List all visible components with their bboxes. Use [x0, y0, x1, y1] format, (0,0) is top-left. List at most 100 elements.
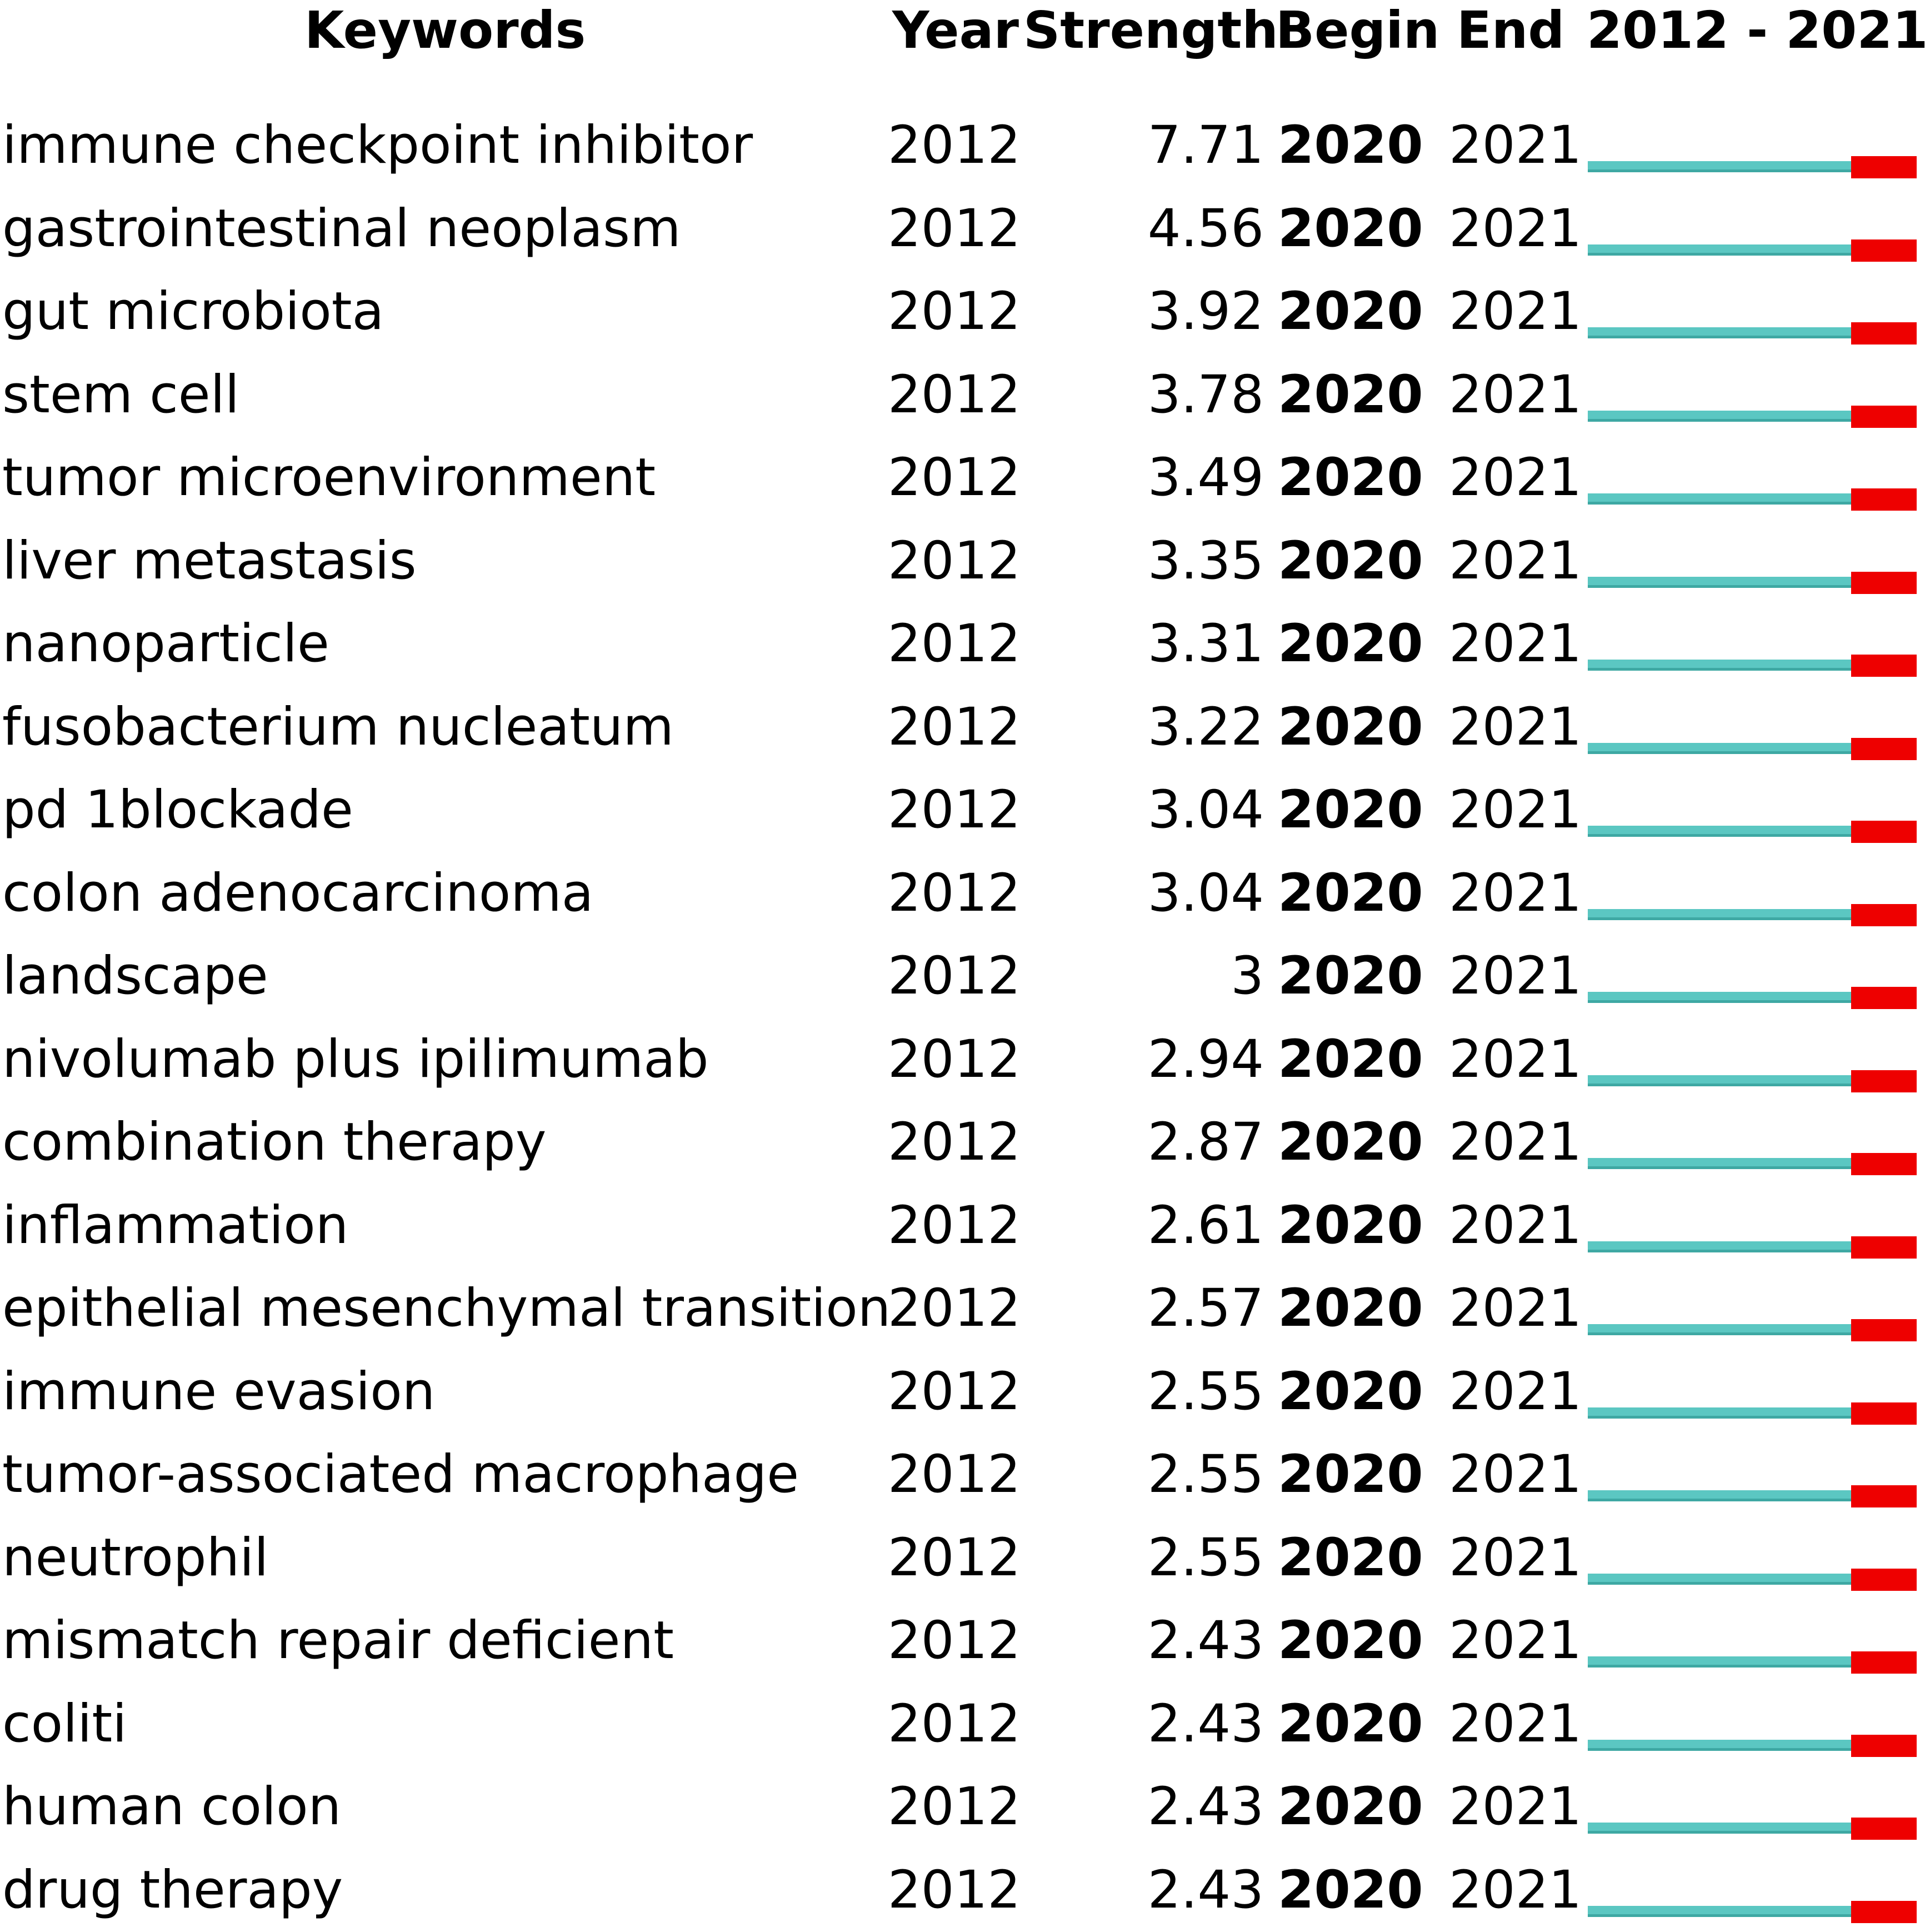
burst-begin-value: 2020 — [1278, 1278, 1423, 1339]
burst-timeline — [1588, 520, 1917, 603]
keyword-label: drug therapy — [2, 1860, 343, 1920]
baseline-segment — [1588, 411, 1851, 422]
first-year-value: 2012 — [888, 613, 1021, 674]
keyword-label: tumor-associated macrophage — [2, 1444, 799, 1505]
burst-timeline — [1588, 852, 1917, 935]
burst-strength-value: 2.55 — [1147, 1444, 1264, 1505]
burst-timeline — [1588, 1599, 1917, 1683]
burst-segment — [1851, 156, 1917, 178]
burst-end-value: 2021 — [1449, 697, 1582, 757]
burst-timeline — [1588, 1101, 1917, 1184]
burst-end-value: 2021 — [1449, 1694, 1582, 1754]
baseline-segment — [1588, 1740, 1851, 1751]
burst-timeline — [1588, 935, 1917, 1018]
burst-segment — [1851, 1236, 1917, 1259]
burst-begin-value: 2020 — [1278, 613, 1423, 674]
table-row: nanoparticle 2012 3.31 2020 2021 — [0, 602, 1925, 686]
table-row: drug therapy 2012 2.43 2020 2021 — [0, 1849, 1925, 1932]
burst-begin-value: 2020 — [1278, 780, 1423, 840]
burst-begin-value: 2020 — [1278, 198, 1423, 259]
baseline-segment — [1588, 327, 1851, 338]
burst-strength-value: 3.04 — [1147, 863, 1264, 923]
table-row: gastrointestinal neoplasm 2012 4.56 2020 202… — [0, 187, 1925, 271]
burst-timeline — [1588, 1018, 1917, 1101]
burst-strength-value: 2.55 — [1147, 1527, 1264, 1588]
keyword-label: colon adenocarcinoma — [2, 863, 594, 923]
burst-end-value: 2021 — [1449, 281, 1582, 342]
burst-end-value: 2021 — [1449, 1112, 1582, 1172]
table-row: neutrophil 2012 2.55 2020 2021 — [0, 1516, 1925, 1600]
burst-segment — [1851, 1651, 1917, 1674]
burst-end-value: 2021 — [1449, 1444, 1582, 1505]
keyword-label: coliti — [2, 1694, 127, 1754]
table-row: tumor microenvironment 2012 3.49 2020 2021 — [0, 436, 1925, 520]
burst-strength-value: 2.55 — [1147, 1361, 1264, 1422]
burst-end-value: 2021 — [1449, 613, 1582, 674]
baseline-segment — [1588, 1574, 1851, 1585]
burst-end-value: 2021 — [1449, 1278, 1582, 1339]
burst-segment — [1851, 987, 1917, 1009]
table-row: immune evasion 2012 2.55 2020 2021 — [0, 1350, 1925, 1434]
burst-begin-value: 2020 — [1278, 1112, 1423, 1172]
burst-strength-value: 2.61 — [1147, 1195, 1264, 1256]
first-year-value: 2012 — [888, 1776, 1021, 1837]
table-row: colon adenocarcinoma 2012 3.04 2020 2021 — [0, 852, 1925, 935]
burst-timeline — [1588, 1683, 1917, 1766]
first-year-value: 2012 — [888, 697, 1021, 757]
burst-begin-value: 2020 — [1278, 1444, 1423, 1505]
burst-segment — [1851, 1070, 1917, 1092]
burst-segment — [1851, 1818, 1917, 1840]
burst-strength-value: 3.92 — [1147, 281, 1264, 342]
table-row: mismatch repair deficient 2012 2.43 2020 202… — [0, 1599, 1925, 1683]
burst-timeline — [1588, 1765, 1917, 1849]
table-row: gut microbiota 2012 3.92 2020 2021 — [0, 270, 1925, 353]
burst-segment — [1851, 655, 1917, 677]
burst-begin-value: 2020 — [1278, 1860, 1423, 1920]
burst-begin-value: 2020 — [1278, 115, 1423, 176]
burst-segment — [1851, 572, 1917, 594]
burst-strength-value: 7.71 — [1147, 115, 1264, 176]
first-year-value: 2012 — [888, 1694, 1021, 1754]
burst-timeline — [1588, 187, 1917, 271]
burst-timeline — [1588, 104, 1917, 187]
burst-segment — [1851, 1319, 1917, 1341]
baseline-segment — [1588, 1241, 1851, 1252]
first-year-value: 2012 — [888, 1610, 1021, 1671]
burst-segment — [1851, 1485, 1917, 1507]
table-row: immune checkpoint inhibitor 2012 7.71 2020 2… — [0, 104, 1925, 187]
burst-strength-value: 2.43 — [1147, 1860, 1264, 1920]
first-year-value: 2012 — [888, 1278, 1021, 1339]
keyword-label: combination therapy — [2, 1112, 547, 1172]
burst-timeline — [1588, 436, 1917, 520]
burst-segment — [1851, 1901, 1917, 1923]
keyword-label: fusobacterium nucleatum — [2, 697, 674, 757]
burst-timeline — [1588, 768, 1917, 852]
burst-end-value: 2021 — [1449, 1361, 1582, 1422]
table-row: combination therapy 2012 2.87 2020 2021 — [0, 1101, 1925, 1184]
burst-strength-value: 2.57 — [1147, 1278, 1264, 1339]
burst-strength-value: 2.43 — [1147, 1776, 1264, 1837]
keyword-label: inflammation — [2, 1195, 349, 1256]
burst-segment — [1851, 406, 1917, 428]
burst-segment — [1851, 322, 1917, 345]
table-row: coliti 2012 2.43 2020 2021 — [0, 1683, 1925, 1766]
burst-strength-value: 3.78 — [1147, 365, 1264, 425]
burst-end-value: 2021 — [1449, 365, 1582, 425]
header-timeline-range: 2012 - 2021 — [1587, 1, 1925, 60]
burst-strength-value: 2.87 — [1147, 1112, 1264, 1172]
burst-end-value: 2021 — [1449, 863, 1582, 923]
table-row: fusobacterium nucleatum 2012 3.22 2020 2021 — [0, 686, 1925, 769]
burst-strength-value: 3.49 — [1147, 447, 1264, 508]
keyword-label: human colon — [2, 1776, 342, 1837]
baseline-segment — [1588, 161, 1851, 172]
burst-strength-value: 2.43 — [1147, 1610, 1264, 1671]
first-year-value: 2012 — [888, 198, 1021, 259]
first-year-value: 2012 — [888, 946, 1021, 1006]
burst-timeline — [1588, 602, 1917, 686]
keyword-label: immune checkpoint inhibitor — [2, 115, 753, 176]
burst-timeline — [1588, 686, 1917, 769]
first-year-value: 2012 — [888, 281, 1021, 342]
baseline-segment — [1588, 1656, 1851, 1668]
first-year-value: 2012 — [888, 1860, 1021, 1920]
